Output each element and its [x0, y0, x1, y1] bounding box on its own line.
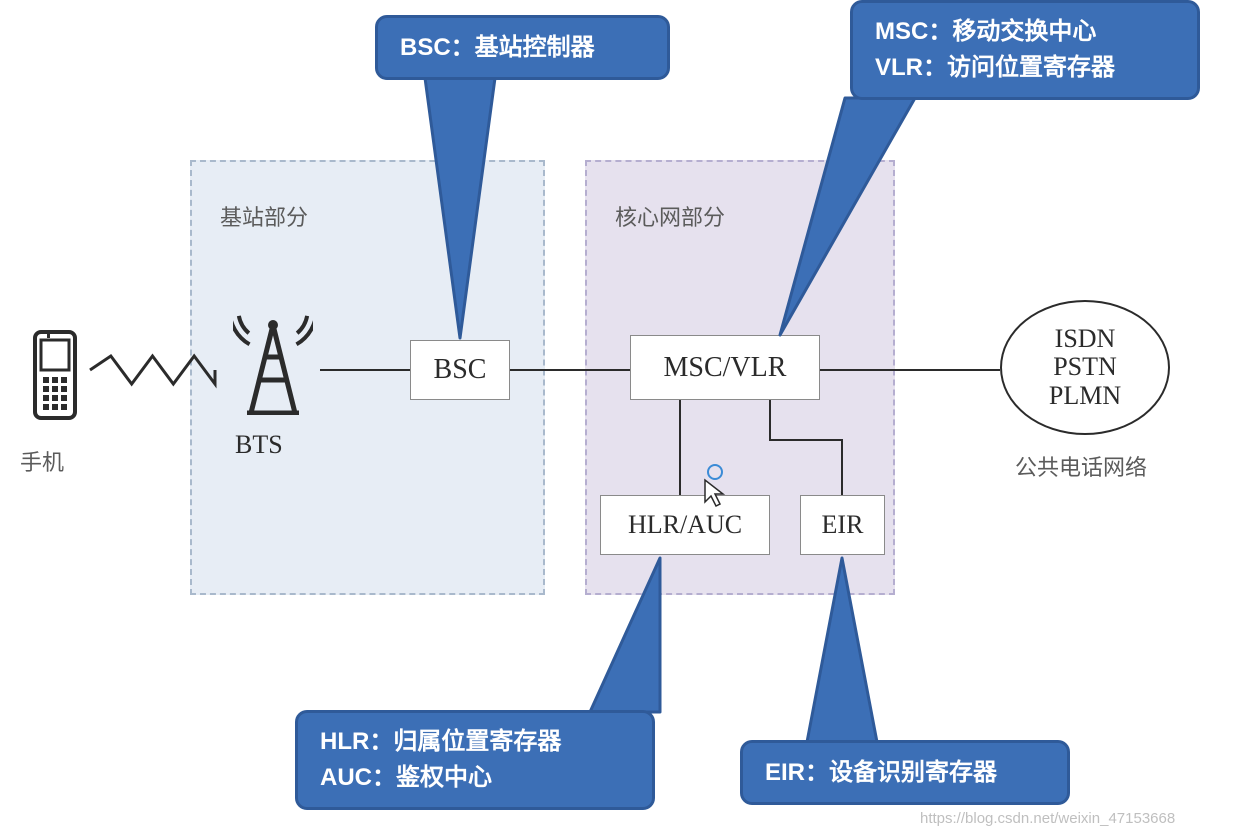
node-mscvlr: MSC/VLR: [630, 335, 820, 400]
node-mscvlr-label: MSC/VLR: [664, 352, 787, 384]
callout-eir-line-1: EIR：设备识别寄存器: [765, 755, 1045, 791]
watermark-text: https://blog.csdn.net/weixin_47153668: [920, 810, 1175, 827]
pstn-line-1: ISDN: [1055, 325, 1116, 354]
region-bts-label: 基站部分: [220, 200, 308, 232]
antenna-label: BTS: [235, 430, 283, 460]
pstn-line-3: PLMN: [1049, 382, 1121, 411]
phone-icon: [30, 330, 80, 420]
diagram-canvas: 基站部分 核心网部分 手机 BTS BSC MSC/VLR HLR/AUC EI…: [0, 0, 1242, 829]
antenna-icon: [233, 295, 313, 415]
callout-msc: MSC：移动交换中心 VLR：访问位置寄存器: [850, 0, 1200, 100]
node-pstn-ellipse: ISDN PSTN PLMN: [1000, 300, 1170, 435]
callout-bsc: BSC：基站控制器: [375, 15, 670, 80]
node-eir: EIR: [800, 495, 885, 555]
callout-eir: EIR：设备识别寄存器: [740, 740, 1070, 805]
callout-msc-line-2: VLR：访问位置寄存器: [875, 50, 1175, 86]
node-hlrauc: HLR/AUC: [600, 495, 770, 555]
callout-hlr-line-1: HLR：归属位置寄存器: [320, 724, 630, 760]
node-bsc: BSC: [410, 340, 510, 400]
callout-hlr-line-2: AUC：鉴权中心: [320, 760, 630, 796]
node-hlrauc-label: HLR/AUC: [628, 510, 742, 540]
node-bsc-label: BSC: [434, 354, 487, 386]
callout-hlr: HLR：归属位置寄存器 AUC：鉴权中心: [295, 710, 655, 810]
pstn-line-2: PSTN: [1053, 353, 1117, 382]
callout-bsc-line-1: BSC：基站控制器: [400, 30, 645, 66]
node-eir-label: EIR: [822, 510, 864, 540]
region-core-label: 核心网部分: [615, 200, 725, 232]
phone-label: 手机: [20, 445, 64, 477]
callout-msc-line-1: MSC：移动交换中心: [875, 14, 1175, 50]
pstn-sub-label: 公共电话网络: [1015, 450, 1147, 482]
